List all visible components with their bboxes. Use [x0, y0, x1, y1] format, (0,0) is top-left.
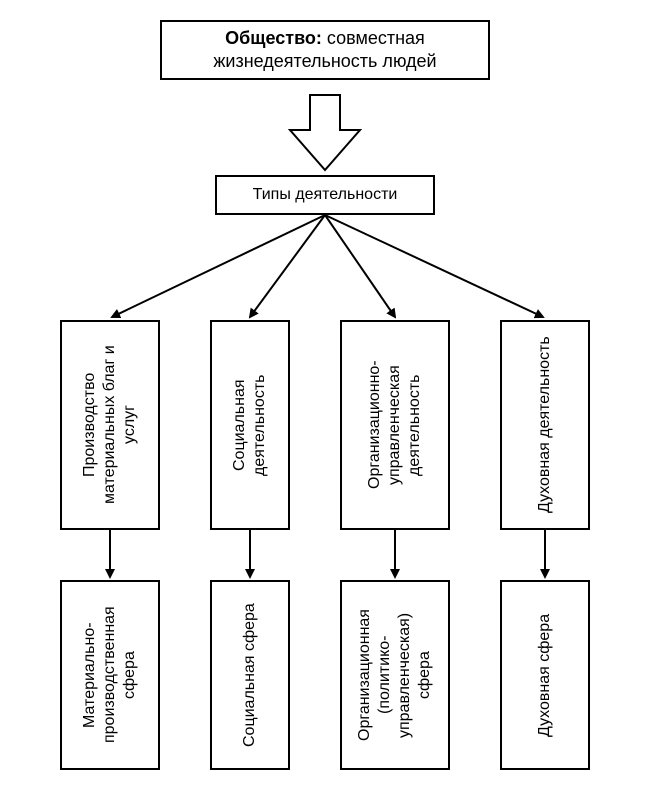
sphere-box-4: Духовная сфера [500, 580, 590, 770]
sphere-text-2: Социальная сфера [240, 603, 260, 747]
activity-box-4: Духовная деятельность [500, 320, 590, 530]
types-label: Типы деятельности [253, 186, 398, 204]
title-bold: Общество: [225, 28, 322, 48]
sphere-box-2: Социальная сфера [210, 580, 290, 770]
sphere-box-3: Организационная (политико-управленческая… [340, 580, 450, 770]
sphere-text-4: Духовная сфера [535, 613, 555, 736]
activity-text-4: Духовная деятельность [535, 337, 555, 514]
sphere-text-1: Материально-производственная сфера [80, 590, 140, 760]
sphere-box-1: Материально-производственная сфера [60, 580, 160, 770]
fanout-arrows [112, 215, 543, 317]
activity-box-1: Производство материальных благ и услуг [60, 320, 160, 530]
title-text: Общество: совместная жизнедеятельность л… [170, 27, 480, 74]
down-arrows [110, 530, 545, 577]
activity-text-3: Организационно-управленческая деятельнос… [365, 330, 425, 520]
big-arrow-icon [290, 95, 360, 170]
title-box: Общество: совместная жизнедеятельность л… [160, 20, 490, 80]
activity-text-1: Производство материальных благ и услуг [80, 330, 140, 520]
activity-text-2: Социальная деятельность [230, 330, 270, 520]
sphere-text-3: Организационная (политико-управленческая… [355, 590, 435, 760]
types-box: Типы деятельности [215, 175, 435, 215]
activity-box-3: Организационно-управленческая деятельнос… [340, 320, 450, 530]
society-diagram: Общество: совместная жизнедеятельность л… [20, 20, 638, 770]
activity-box-2: Социальная деятельность [210, 320, 290, 530]
